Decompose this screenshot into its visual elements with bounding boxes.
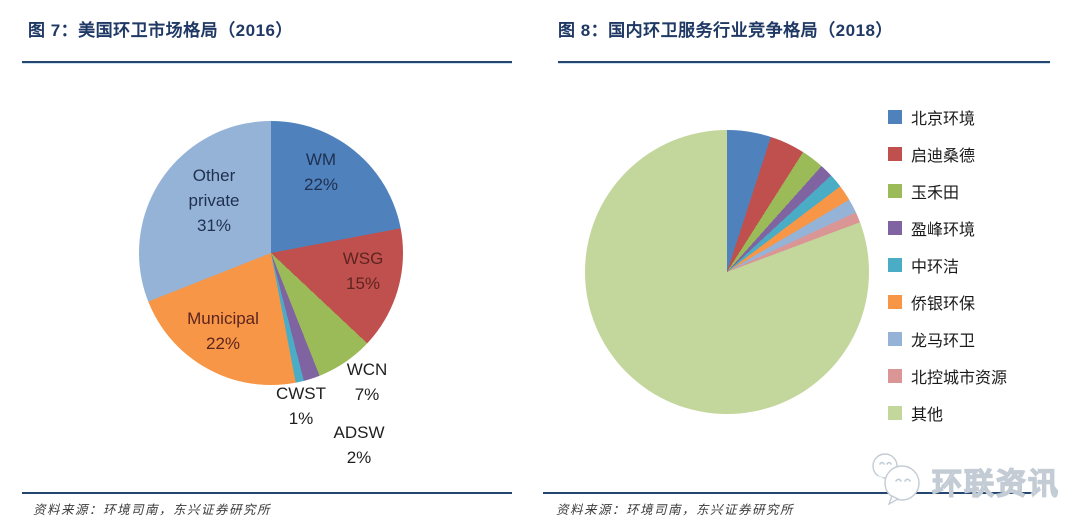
chat-bubbles-icon <box>868 450 926 513</box>
legend-swatch-icon <box>888 332 902 346</box>
legend-label: 启迪桑德 <box>911 148 976 165</box>
legend-item: 其他 <box>888 401 1007 425</box>
pie-label-wcn-value: 7% <box>354 385 380 404</box>
figure8-source-note: 资料来源：环境司南，东兴证券研究所 <box>556 503 795 517</box>
figure8-title: 图 8：国内环卫服务行业竞争格局（2018） <box>558 21 893 40</box>
figure7-title: 图 7：美国环卫市场格局（2016） <box>28 21 293 40</box>
figure8-bottom-divider-line <box>543 492 1032 494</box>
legend-label: 其他 <box>911 407 944 424</box>
legend-swatch-icon <box>888 295 902 309</box>
pie-label-cwst-name: CWST <box>275 384 327 403</box>
pie-label-adsw-value: 2% <box>346 448 372 467</box>
legend-swatch-icon <box>888 147 902 161</box>
legend-swatch-icon <box>888 110 902 124</box>
pie-label-municipal-value: 22% <box>205 334 241 353</box>
pie-label-wsg-value: 15% <box>345 274 381 293</box>
pie-label-wcn: WCN 7% <box>331 357 403 407</box>
pie-label-wm-name: WM <box>305 150 337 169</box>
figure7-source-note: 资料来源：环境司南，东兴证券研究所 <box>33 503 272 517</box>
figure7-top-divider-line <box>22 61 512 63</box>
pie-label-other-private-name: Other private <box>188 166 240 210</box>
legend-item: 北控城市资源 <box>888 364 1007 388</box>
pie-label-wsg-name: WSG <box>342 249 384 268</box>
legend-label: 玉禾田 <box>911 185 960 202</box>
watermark-text: 环联资讯 <box>931 467 1060 501</box>
pie-label-wsg: WSG 15% <box>327 246 399 296</box>
figure7-bottom-divider-line <box>22 492 512 494</box>
legend-label: 北控城市资源 <box>911 370 1008 387</box>
pie-label-other-private-value: 31% <box>196 216 232 235</box>
pie-label-wcn-name: WCN <box>346 360 388 379</box>
pie-label-wm-value: 22% <box>303 175 339 194</box>
pie-label-cwst-value: 1% <box>288 409 314 428</box>
figure8-legend: 北京环境启迪桑德玉禾田盈峰环境中环洁侨银环保龙马环卫北控城市资源 其他 <box>888 105 1007 438</box>
pie-label-other-private: Other private 31% <box>174 163 254 238</box>
legend-swatch-icon <box>888 184 902 198</box>
figure8-top-divider-line <box>558 61 1050 63</box>
legend-item: 盈峰环境 <box>888 216 1007 240</box>
legend-label: 龙马环卫 <box>911 333 976 350</box>
pie-label-adsw: ADSW 2% <box>323 420 395 470</box>
figure7-pie <box>139 121 403 385</box>
pie-label-cwst: CWST 1% <box>264 381 338 431</box>
pie-label-municipal: Municipal 22% <box>175 306 271 356</box>
pie-label-municipal-name: Municipal <box>187 309 259 328</box>
watermark: 环联资讯 <box>868 450 1080 512</box>
legend-swatch-icon <box>888 406 902 420</box>
legend-label: 侨银环保 <box>911 296 976 313</box>
legend-swatch-icon <box>888 258 902 272</box>
legend-item: 龙马环卫 <box>888 327 1007 351</box>
legend-item: 北京环境 <box>888 105 1007 129</box>
legend-swatch-icon <box>888 369 902 383</box>
pie-label-adsw-name: ADSW <box>333 423 385 442</box>
figure8-pie <box>585 130 869 414</box>
legend-swatch-icon <box>888 221 902 235</box>
legend-item: 侨银环保 <box>888 290 1007 314</box>
legend-item: 启迪桑德 <box>888 142 1007 166</box>
legend-item: 玉禾田 <box>888 179 1007 203</box>
legend-label: 盈峰环境 <box>911 222 976 239</box>
pie-label-wm: WM 22% <box>285 147 357 197</box>
legend-label: 北京环境 <box>911 111 976 128</box>
legend-label: 中环洁 <box>911 259 960 276</box>
legend-item: 中环洁 <box>888 253 1007 277</box>
